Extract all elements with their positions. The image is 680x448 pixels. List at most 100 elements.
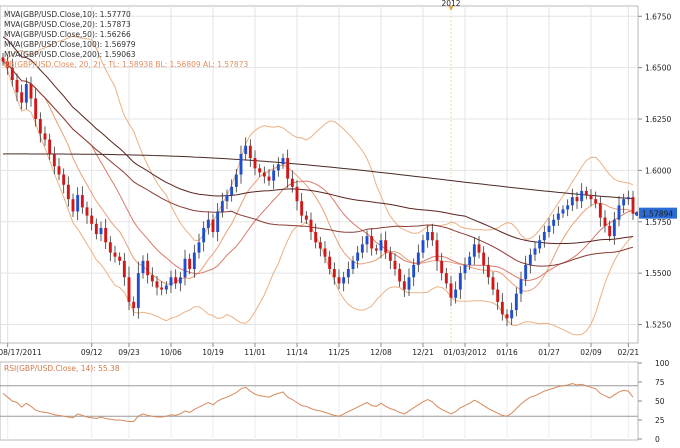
legend-ma20: MVA(GBP/USD.Close,20): 1.57873 <box>4 20 131 29</box>
candle-body <box>431 232 434 240</box>
candle-body <box>492 277 495 289</box>
candle-body <box>151 275 154 281</box>
candle-body <box>534 248 537 254</box>
candle-body <box>510 310 513 318</box>
candle-body <box>557 214 560 220</box>
candle-body <box>254 158 257 168</box>
candle-body <box>370 236 373 248</box>
candle-body <box>291 179 294 187</box>
candle-body <box>268 177 271 181</box>
candle-body <box>76 195 79 211</box>
candle-body <box>30 84 33 98</box>
price-tick-label: 1.6000 <box>645 166 671 175</box>
candle-body <box>174 277 177 283</box>
candle-body <box>562 209 565 213</box>
candle-body <box>324 248 327 256</box>
price-tick-label: 1.5750 <box>645 218 671 227</box>
candle-body <box>361 244 364 252</box>
candle-body <box>235 175 238 187</box>
candle-body <box>104 228 107 242</box>
candle-body <box>473 244 476 256</box>
candle-body <box>25 84 28 102</box>
candle-body <box>524 265 527 279</box>
candle-body <box>142 261 145 273</box>
candle-body <box>440 261 443 273</box>
price-tick-label: 1.5500 <box>645 269 671 278</box>
last-price-badge: 1.57894 <box>639 208 677 219</box>
candle-body <box>426 232 429 240</box>
candle-body <box>100 228 103 234</box>
candle-body <box>146 261 149 275</box>
date-tick-label: 11/01 <box>244 348 266 357</box>
candle-body <box>277 164 280 170</box>
legend-ma100: MVA(GBP/USD.Close,100): 1.56979 <box>4 40 136 49</box>
candle-body <box>114 253 117 257</box>
candle-body <box>389 253 392 261</box>
rsi-tick-label: 75 <box>655 378 665 387</box>
candle-body <box>548 226 551 232</box>
candle-body <box>520 279 523 293</box>
candle-body <box>319 242 322 248</box>
candle-body <box>305 216 308 220</box>
candle-body <box>86 207 89 215</box>
candle-body <box>454 290 457 298</box>
price-tick-label: 1.6250 <box>645 115 671 124</box>
candle-body <box>226 195 229 201</box>
rsi-tick-label: 100 <box>655 359 670 368</box>
candle-body <box>380 240 383 250</box>
candle-body <box>445 273 448 283</box>
candle-body <box>123 261 126 277</box>
candle-body <box>608 226 611 236</box>
date-tick-label: 01/16 <box>496 348 518 357</box>
candle-body <box>590 195 593 199</box>
candle-body <box>72 199 75 211</box>
date-tick-label: 12/21 <box>412 348 434 357</box>
candle-body <box>300 201 303 215</box>
date-tick-label: 01/27 <box>538 348 560 357</box>
candle-body <box>487 265 490 277</box>
candle-body <box>394 261 397 269</box>
candle-body <box>165 285 168 289</box>
candle-body <box>118 257 121 261</box>
candle-body <box>48 140 51 154</box>
candle-body <box>58 166 61 174</box>
candle-body <box>184 259 187 277</box>
candle-body <box>478 244 481 252</box>
date-tick-label: 10/19 <box>202 348 224 357</box>
candle-body <box>263 172 266 176</box>
date-tick-label: 12/08 <box>370 348 392 357</box>
candle-body <box>333 269 336 277</box>
candle-body <box>496 290 499 302</box>
candle-body <box>16 80 19 92</box>
candle-body <box>132 302 135 308</box>
candle-body <box>282 158 285 164</box>
rsi-tick-label: 50 <box>655 397 665 406</box>
rsi-plot-area <box>0 362 638 440</box>
candle-body <box>356 253 359 261</box>
price-tick-label: 1.5250 <box>645 321 671 330</box>
candle-body <box>384 240 387 252</box>
candle-body <box>216 211 219 232</box>
candle-body <box>221 201 224 211</box>
candle-body <box>296 187 299 201</box>
candle-body <box>632 197 635 214</box>
candle-body <box>599 203 602 217</box>
candle-body <box>412 265 415 277</box>
candle-body <box>529 255 532 265</box>
candle-body <box>482 253 485 265</box>
candle-body <box>258 168 261 172</box>
candle-body <box>408 277 411 289</box>
date-tick-label: 02/21 <box>618 348 640 357</box>
date-tick-label: 11/25 <box>328 348 350 357</box>
candle-body <box>128 277 131 302</box>
candle-body <box>450 283 453 297</box>
date-tick-label: 11/14 <box>286 348 308 357</box>
candle-body <box>170 277 173 285</box>
candle-body <box>137 273 140 308</box>
date-tick-label: 02/09 <box>580 348 602 357</box>
candle-body <box>506 314 509 318</box>
candle-body <box>44 133 47 139</box>
candle-body <box>11 68 14 80</box>
candle-body <box>543 232 546 240</box>
